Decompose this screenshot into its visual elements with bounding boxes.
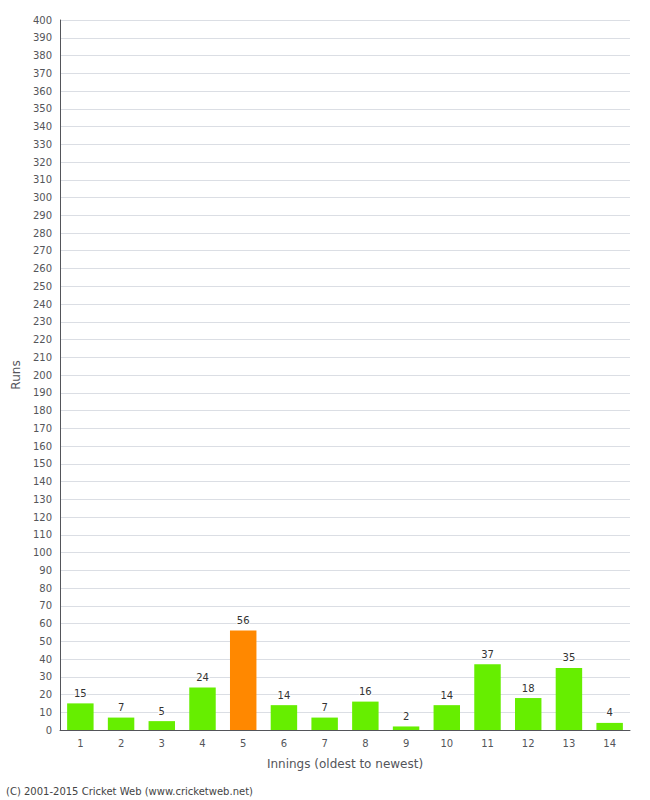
svg-text:270: 270 — [33, 245, 52, 256]
svg-text:300: 300 — [33, 192, 52, 203]
svg-text:7: 7 — [118, 702, 124, 713]
svg-text:10: 10 — [39, 707, 52, 718]
svg-text:18: 18 — [522, 683, 535, 694]
svg-text:56: 56 — [237, 615, 250, 626]
svg-text:100: 100 — [33, 547, 52, 558]
svg-text:35: 35 — [563, 652, 576, 663]
svg-text:7: 7 — [321, 738, 327, 749]
svg-text:310: 310 — [33, 174, 52, 185]
svg-text:4: 4 — [199, 738, 205, 749]
svg-text:1: 1 — [77, 738, 83, 749]
svg-text:4: 4 — [606, 707, 612, 718]
svg-text:190: 190 — [33, 387, 52, 398]
svg-text:80: 80 — [39, 583, 52, 594]
svg-text:10: 10 — [440, 738, 453, 749]
svg-text:290: 290 — [33, 210, 52, 221]
svg-text:280: 280 — [33, 228, 52, 239]
svg-text:14: 14 — [278, 690, 291, 701]
svg-text:340: 340 — [33, 121, 52, 132]
svg-text:(C) 2001-2015 Cricket Web (www: (C) 2001-2015 Cricket Web (www.cricketwe… — [6, 786, 253, 797]
svg-text:40: 40 — [39, 654, 52, 665]
svg-text:220: 220 — [33, 334, 52, 345]
svg-text:250: 250 — [33, 281, 52, 292]
svg-text:400: 400 — [33, 15, 52, 26]
svg-text:150: 150 — [33, 458, 52, 469]
svg-text:130: 130 — [33, 494, 52, 505]
svg-text:20: 20 — [39, 689, 52, 700]
svg-text:320: 320 — [33, 157, 52, 168]
svg-text:390: 390 — [33, 32, 52, 43]
svg-text:9: 9 — [403, 738, 409, 749]
svg-text:370: 370 — [33, 68, 52, 79]
svg-text:0: 0 — [46, 725, 52, 736]
svg-text:7: 7 — [321, 702, 327, 713]
svg-text:230: 230 — [33, 316, 52, 327]
svg-text:30: 30 — [39, 671, 52, 682]
svg-text:170: 170 — [33, 423, 52, 434]
svg-text:360: 360 — [33, 86, 52, 97]
svg-text:70: 70 — [39, 600, 52, 611]
svg-text:200: 200 — [33, 370, 52, 381]
svg-text:6: 6 — [281, 738, 287, 749]
svg-text:14: 14 — [440, 690, 453, 701]
svg-text:16: 16 — [359, 686, 372, 697]
svg-text:140: 140 — [33, 476, 52, 487]
svg-text:160: 160 — [33, 441, 52, 452]
svg-text:260: 260 — [33, 263, 52, 274]
svg-text:210: 210 — [33, 352, 52, 363]
svg-text:60: 60 — [39, 618, 52, 629]
svg-text:330: 330 — [33, 139, 52, 150]
svg-text:180: 180 — [33, 405, 52, 416]
svg-text:24: 24 — [196, 672, 209, 683]
svg-text:350: 350 — [33, 103, 52, 114]
svg-text:11: 11 — [481, 738, 494, 749]
svg-text:Runs: Runs — [9, 360, 23, 389]
svg-text:15: 15 — [74, 688, 87, 699]
svg-text:2: 2 — [118, 738, 124, 749]
svg-text:110: 110 — [33, 529, 52, 540]
svg-text:3: 3 — [159, 738, 165, 749]
svg-text:380: 380 — [33, 50, 52, 61]
svg-text:5: 5 — [159, 706, 165, 717]
svg-text:2: 2 — [403, 711, 409, 722]
svg-text:37: 37 — [481, 649, 494, 660]
svg-text:50: 50 — [39, 636, 52, 647]
svg-text:14: 14 — [603, 738, 616, 749]
svg-text:8: 8 — [362, 738, 368, 749]
svg-text:240: 240 — [33, 299, 52, 310]
svg-text:90: 90 — [39, 565, 52, 576]
svg-text:120: 120 — [33, 512, 52, 523]
svg-text:12: 12 — [522, 738, 535, 749]
svg-text:13: 13 — [563, 738, 576, 749]
svg-text:Innings (oldest to newest): Innings (oldest to newest) — [267, 757, 423, 771]
svg-text:5: 5 — [240, 738, 246, 749]
